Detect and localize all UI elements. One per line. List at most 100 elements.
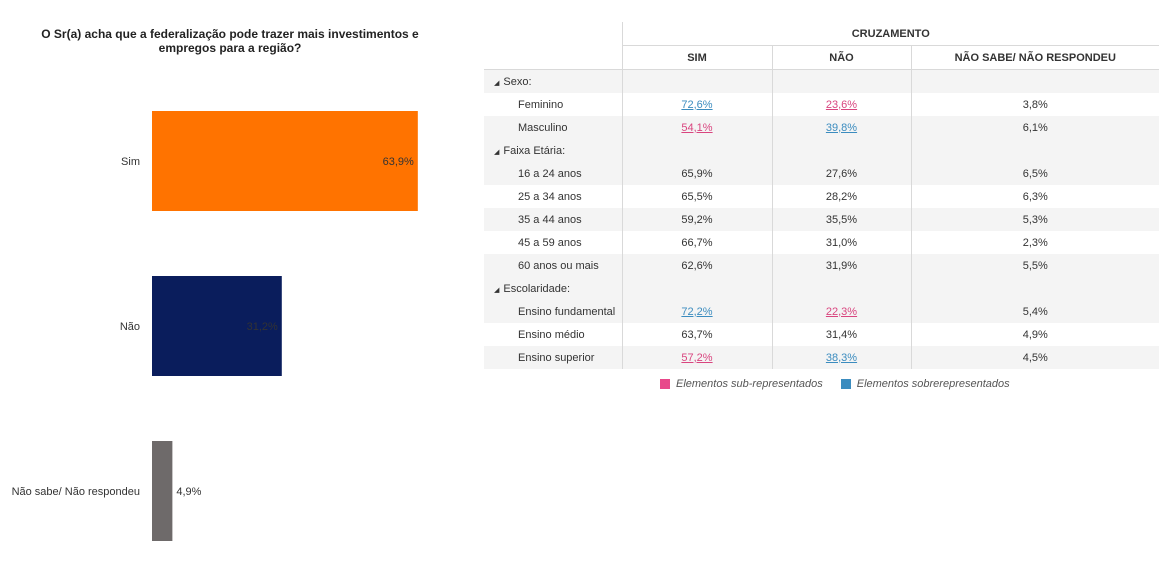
value-text: 65,5%: [681, 190, 713, 203]
group-label[interactable]: ◢ Faixa Etária:: [484, 139, 622, 162]
legend-swatch-under: [660, 379, 670, 389]
super-header: CRUZAMENTO: [621, 22, 1159, 46]
value-over-represented: 39,8%: [825, 121, 858, 134]
value-cell: 31,4%: [771, 323, 911, 346]
collapse-triangle-icon[interactable]: ◢: [494, 79, 500, 87]
group-label-text: Escolaridade:: [503, 282, 571, 295]
category-label-2: Não sabe/ Não respondeu: [12, 486, 140, 498]
value-cell: 27,6%: [771, 162, 911, 185]
value-cell: 2,3%: [910, 231, 1159, 254]
legend-swatch-over: [840, 379, 851, 389]
value-text: 5,4%: [1022, 305, 1048, 318]
bar-0: [152, 111, 418, 211]
value-label-1: 31,2%: [247, 321, 278, 333]
table-row: Feminino 72,6% 23,6% 3,8%: [484, 93, 1159, 116]
value-cell: 57,2%: [621, 346, 772, 369]
value-cell: 72,2%: [621, 300, 772, 323]
empty-cell: [621, 277, 772, 300]
value-text: 31,9%: [825, 259, 858, 272]
group-row: ◢ Escolaridade:: [484, 277, 1159, 300]
crosstab-legend: Elementos sub-representados Elementos so…: [660, 378, 1010, 390]
value-cell: 65,5%: [621, 185, 772, 208]
table-row: 45 a 59 anos 66,7% 31,0% 2,3%: [484, 231, 1159, 254]
empty-cell: [910, 69, 1159, 93]
row-label: Ensino fundamental: [484, 300, 622, 323]
value-under-represented: 54,1%: [681, 121, 713, 134]
value-text: 4,9%: [1022, 328, 1048, 341]
value-cell: 23,6%: [771, 93, 911, 116]
value-over-represented: 38,3%: [825, 351, 858, 364]
table-row: 16 a 24 anos 65,9% 27,6% 6,5%: [484, 162, 1159, 185]
value-text: 35,5%: [825, 213, 858, 226]
value-text: 31,4%: [825, 328, 858, 341]
collapse-triangle-icon[interactable]: ◢: [494, 148, 500, 156]
collapse-triangle-icon[interactable]: ◢: [494, 286, 500, 294]
value-cell: 5,4%: [910, 300, 1159, 323]
legend-label-over: Elementos sobrerepresentados: [856, 378, 1010, 390]
value-cell: 6,5%: [910, 162, 1159, 185]
value-cell: 54,1%: [621, 116, 772, 139]
value-cell: 4,9%: [910, 323, 1159, 346]
group-label[interactable]: ◢ Sexo:: [484, 69, 622, 93]
row-label: 35 a 44 anos: [484, 208, 622, 231]
value-text: 6,3%: [1022, 190, 1048, 203]
group-label-text: Sexo:: [503, 75, 532, 88]
table-row: 35 a 44 anos 59,2% 35,5% 5,3%: [484, 208, 1159, 231]
column-header-nao: NÃO: [771, 45, 911, 70]
value-cell: 63,7%: [621, 323, 772, 346]
value-text: 6,1%: [1022, 121, 1048, 134]
value-text: 59,2%: [681, 213, 713, 226]
table-row: Ensino fundamental 72,2% 22,3% 5,4%: [484, 300, 1159, 323]
value-cell: 62,6%: [621, 254, 772, 277]
value-cell: 4,5%: [910, 346, 1159, 369]
value-under-represented: 57,2%: [681, 351, 713, 364]
value-text: 62,6%: [681, 259, 713, 272]
row-label: Ensino superior: [484, 346, 622, 369]
bar-2: [152, 441, 173, 541]
value-cell: 5,5%: [910, 254, 1159, 277]
group-row: ◢ Sexo:: [484, 69, 1159, 93]
row-label: 25 a 34 anos: [518, 190, 582, 203]
value-cell: 22,3%: [771, 300, 911, 323]
value-over-represented: 72,2%: [681, 305, 713, 318]
category-label-1: Não: [120, 321, 140, 333]
value-text: 2,3%: [1022, 236, 1048, 249]
row-label: Ensino médio: [518, 328, 585, 341]
category-label-0: Sim: [121, 156, 140, 168]
row-label: 60 anos ou mais: [484, 254, 622, 277]
bar-1: [152, 276, 282, 376]
value-text: 27,6%: [825, 167, 858, 180]
empty-cell: [771, 69, 911, 93]
value-cell: 31,9%: [771, 254, 911, 277]
row-label: 16 a 24 anos: [484, 162, 622, 185]
value-text: 6,5%: [1022, 167, 1048, 180]
value-cell: 31,0%: [771, 231, 911, 254]
value-label-0: 63,9%: [383, 156, 414, 168]
value-cell: 5,3%: [910, 208, 1159, 231]
row-label: Masculino: [484, 116, 622, 139]
chart-title: O Sr(a) acha que a federalização pode tr…: [41, 27, 419, 55]
empty-cell: [910, 277, 1159, 300]
column-header-sim: SIM: [621, 45, 772, 70]
table-row: Masculino 54,1% 39,8% 6,1%: [484, 116, 1159, 139]
value-text: 5,3%: [1022, 213, 1048, 226]
table-row: 60 anos ou mais 62,6% 31,9% 5,5%: [484, 254, 1159, 277]
value-text: 63,7%: [681, 328, 713, 341]
crosstab-corner-2: [484, 45, 622, 70]
empty-cell: [621, 139, 772, 162]
value-cell: 72,6%: [621, 93, 772, 116]
value-cell: 66,7%: [621, 231, 772, 254]
value-text: 28,2%: [825, 190, 858, 203]
value-cell: 35,5%: [771, 208, 911, 231]
value-text: 66,7%: [681, 236, 713, 249]
table-row: Ensino médio 63,7% 31,4% 4,9%: [484, 323, 1159, 346]
value-label-2: 4,9%: [176, 486, 201, 498]
value-text: 3,8%: [1022, 98, 1048, 111]
empty-cell: [621, 69, 772, 93]
group-label-text: Faixa Etária:: [503, 144, 566, 157]
legend-item-under: Elementos sub-representados: [660, 378, 823, 390]
legend-item-over: Elementos sobrerepresentados: [840, 378, 1010, 390]
bar-chart: Sim 63,9% Não 31,2% Não sabe/ Não respondeu 4…: [12, 111, 418, 541]
group-label[interactable]: ◢ Escolaridade:: [484, 277, 622, 300]
empty-cell: [771, 139, 911, 162]
